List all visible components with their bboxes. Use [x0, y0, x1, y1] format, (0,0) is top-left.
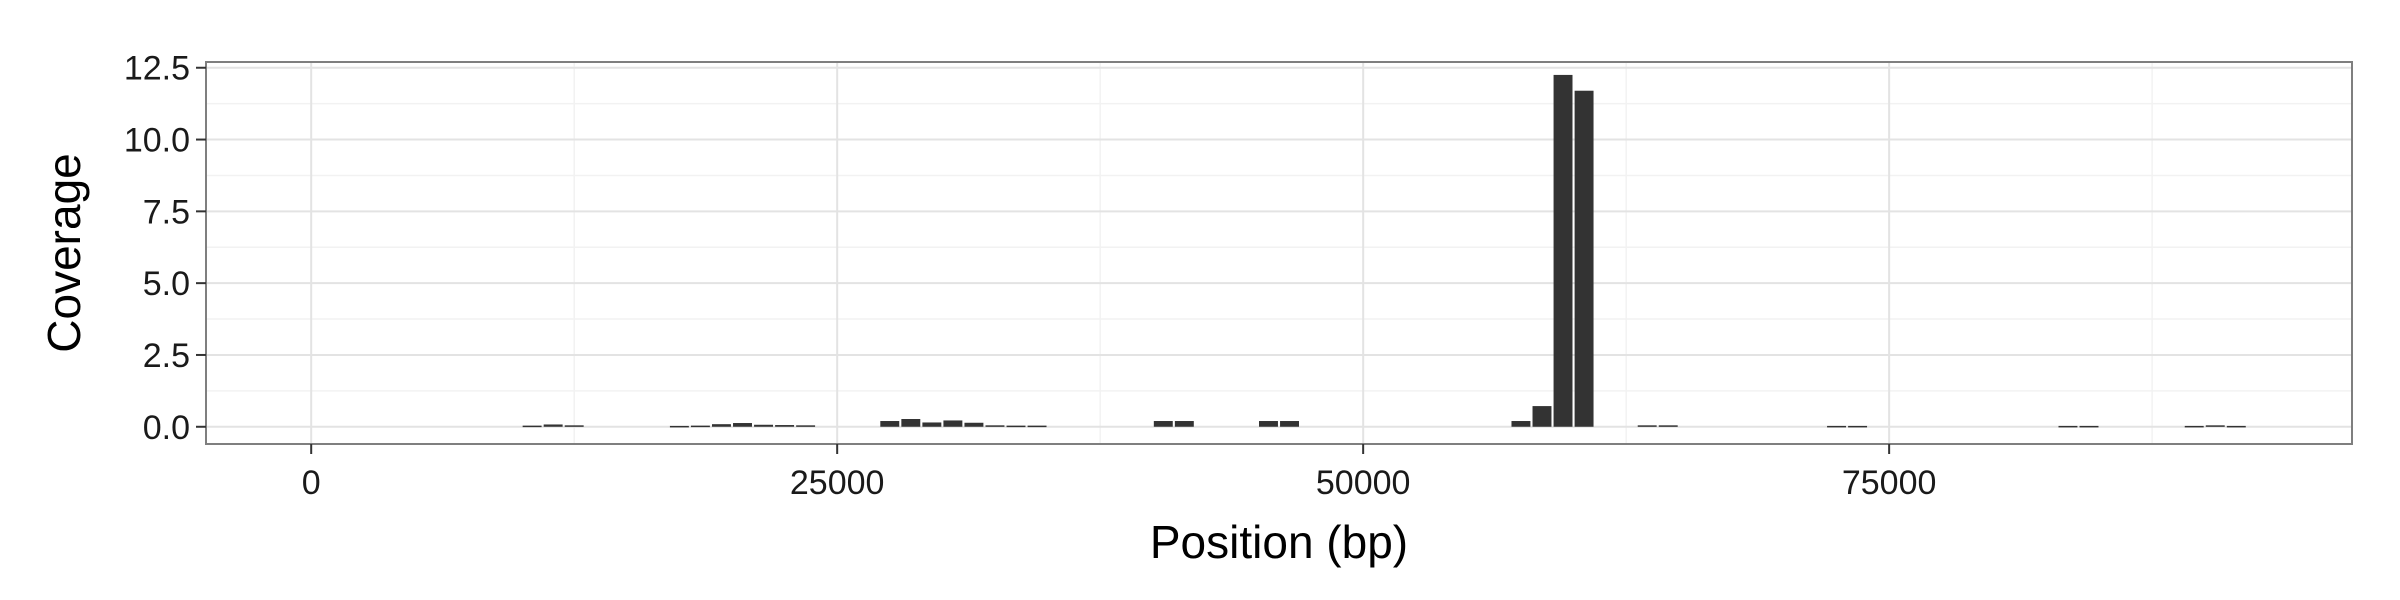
- bar: [564, 425, 584, 427]
- bar: [985, 425, 1005, 427]
- y-tick-label: 2.5: [143, 337, 190, 375]
- bar: [754, 424, 774, 427]
- bar: [1153, 421, 1173, 427]
- bar: [796, 425, 816, 427]
- bar: [733, 423, 752, 427]
- bar: [669, 425, 689, 428]
- bar: [1511, 421, 1531, 427]
- bar: [1006, 425, 1026, 428]
- bar: [1532, 406, 1552, 427]
- bar-series: [522, 74, 2246, 428]
- bar: [775, 425, 795, 427]
- x-tick-label: 0: [302, 464, 321, 502]
- minor-gridlines: [206, 62, 2352, 444]
- bar: [1280, 421, 1299, 427]
- plot-panel-background: [206, 62, 2352, 444]
- x-tick-label: 75000: [1842, 464, 1937, 502]
- bar: [1574, 90, 1594, 427]
- bar: [2226, 425, 2246, 428]
- bar: [901, 419, 921, 427]
- x-axis: 0 25000 50000 75000: [302, 444, 1937, 502]
- x-tick-label: 50000: [1316, 464, 1411, 502]
- bar: [1174, 421, 1194, 427]
- bar: [964, 422, 984, 427]
- x-axis-title: Position (bp): [1150, 516, 1408, 568]
- bar: [711, 424, 731, 427]
- y-tick-label: 10.0: [124, 122, 190, 160]
- bar: [2184, 425, 2204, 428]
- bar: [1027, 425, 1047, 428]
- bar: [690, 425, 710, 428]
- bar: [543, 424, 563, 427]
- bar: [880, 421, 900, 427]
- bar: [943, 420, 963, 427]
- bar: [1848, 425, 1868, 428]
- y-axis-title: Coverage: [38, 153, 90, 352]
- major-gridlines: [206, 62, 2352, 444]
- bar: [1553, 74, 1573, 427]
- bar: [2058, 425, 2078, 428]
- bar: [1637, 425, 1657, 427]
- bar: [2079, 425, 2099, 428]
- x-tick-label: 25000: [790, 464, 885, 502]
- bar: [922, 422, 942, 427]
- y-tick-label: 5.0: [143, 265, 190, 303]
- bar: [1259, 421, 1278, 427]
- bar: [1658, 425, 1678, 427]
- y-tick-label: 7.5: [143, 193, 190, 231]
- bar: [1827, 425, 1847, 428]
- bar: [522, 425, 542, 428]
- y-tick-label: 0.0: [143, 409, 190, 447]
- plot-panel-border: [205, 61, 2353, 445]
- bar: [2205, 425, 2225, 427]
- y-axis: 0.0 2.5 5.0 7.5 10.0 12.5: [124, 50, 206, 447]
- y-tick-label: 12.5: [124, 50, 190, 88]
